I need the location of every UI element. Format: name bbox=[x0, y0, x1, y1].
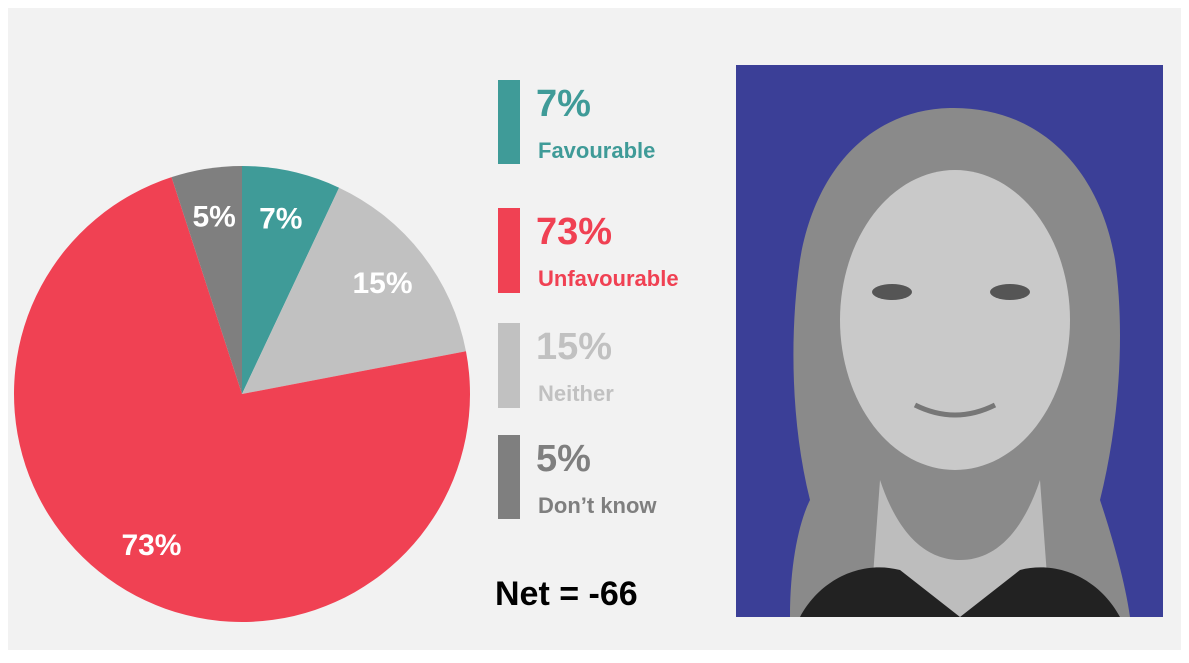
pie-slice bbox=[242, 187, 466, 394]
pie-slice bbox=[13, 177, 470, 622]
slice-label: 7% bbox=[259, 202, 302, 235]
photo bbox=[736, 65, 1163, 617]
eye bbox=[990, 284, 1030, 300]
face bbox=[840, 170, 1070, 470]
mouth bbox=[913, 402, 997, 418]
legend-swatch bbox=[498, 435, 520, 519]
legend-value: 15% bbox=[536, 326, 612, 368]
legend-swatch bbox=[498, 208, 520, 293]
pie-slice bbox=[242, 166, 340, 394]
legend-swatch bbox=[498, 323, 520, 408]
legend-label: Don’t know bbox=[538, 493, 657, 518]
slice-label: 73% bbox=[121, 529, 181, 562]
slice-label: 5% bbox=[193, 200, 236, 233]
legend-label: Neither bbox=[538, 381, 614, 406]
legend-label: Favourable bbox=[538, 138, 655, 163]
eye bbox=[872, 284, 912, 300]
pie: 7% 15% 73% 5% bbox=[13, 166, 470, 622]
net-annotation: Net = -66 bbox=[495, 575, 638, 613]
legend-value: 5% bbox=[536, 438, 591, 480]
legend-value: 7% bbox=[536, 83, 591, 125]
legend: 7% Favourable 73% Unfavourable 15% Neither 5% D… bbox=[498, 80, 679, 519]
pie-slice bbox=[171, 166, 242, 394]
legend-swatch bbox=[498, 80, 520, 164]
clothing bbox=[800, 567, 1120, 617]
legend-label: Unfavourable bbox=[538, 266, 679, 291]
slice-label: 15% bbox=[352, 267, 412, 300]
legend-value: 73% bbox=[536, 211, 612, 253]
